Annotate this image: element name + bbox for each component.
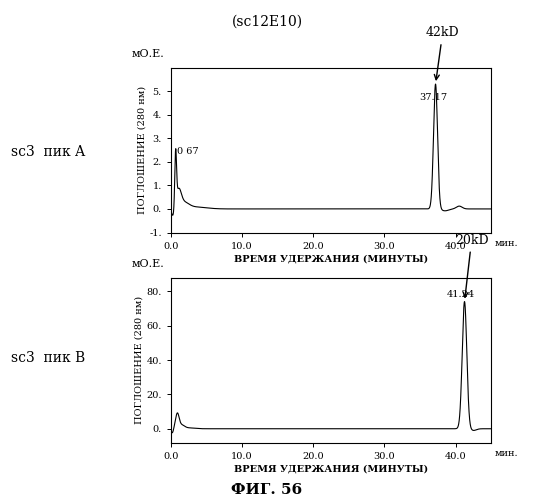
Text: 20kD: 20kD xyxy=(455,234,489,298)
Text: мин.: мин. xyxy=(494,238,518,248)
Y-axis label: ПОГЛОШЕНИЕ (280 нм): ПОГЛОШЕНИЕ (280 нм) xyxy=(137,86,146,214)
Text: 37.17: 37.17 xyxy=(419,94,447,102)
Text: (sc12E10): (sc12E10) xyxy=(231,15,303,29)
Text: мО.Е.: мО.Е. xyxy=(132,50,164,59)
Text: 41.24: 41.24 xyxy=(447,290,475,299)
Text: мин.: мин. xyxy=(494,448,518,458)
Text: sc3  пик A: sc3 пик A xyxy=(11,146,85,160)
Text: 0 67: 0 67 xyxy=(177,147,199,156)
Y-axis label: ПОГЛОШЕНИЕ (280 нм): ПОГЛОШЕНИЕ (280 нм) xyxy=(135,296,144,424)
X-axis label: ВРЕМЯ УДЕРЖАНИЯ (МИНУТЫ): ВРЕМЯ УДЕРЖАНИЯ (МИНУТЫ) xyxy=(234,254,428,264)
Text: sc3  пик B: sc3 пик B xyxy=(11,350,85,364)
Text: мО.Е.: мО.Е. xyxy=(132,259,164,269)
Text: ФИГ. 56: ФИГ. 56 xyxy=(231,484,303,498)
Text: 42kD: 42kD xyxy=(426,26,459,80)
X-axis label: ВРЕМЯ УДЕРЖАНИЯ (МИНУТЫ): ВРЕМЯ УДЕРЖАНИЯ (МИНУТЫ) xyxy=(234,464,428,473)
